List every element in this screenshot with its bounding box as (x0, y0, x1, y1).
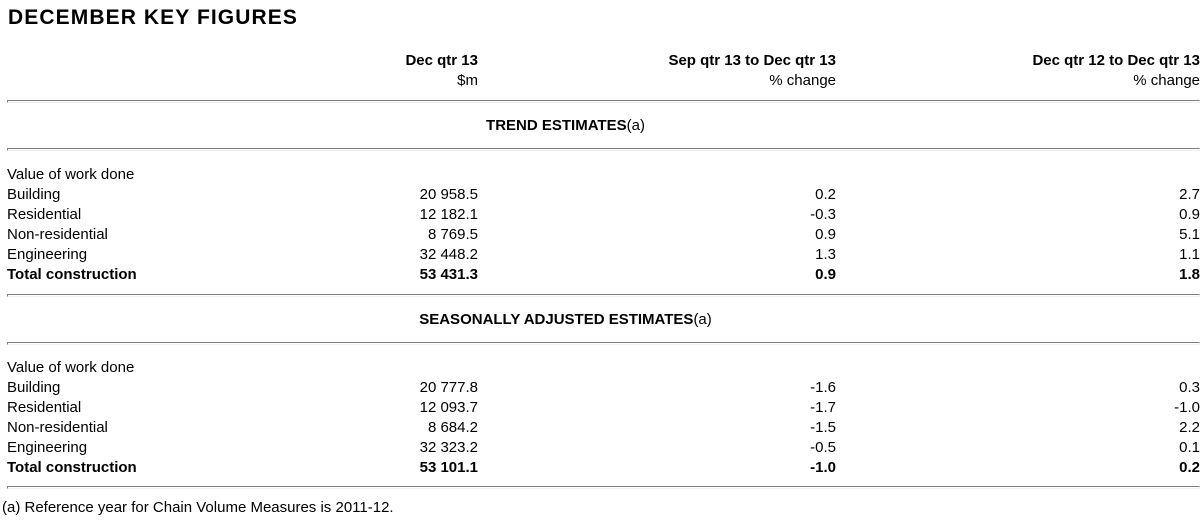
column-headers: Dec qtr 13 Sep qtr 13 to Dec qtr 13 Dec … (7, 51, 1200, 91)
group-label: Value of work done (7, 166, 135, 183)
value-cell-year-change: 5.1 (1179, 226, 1200, 243)
row-label: Non-residential (7, 419, 108, 436)
value-cell-dollars: 20 958.5 (419, 186, 478, 203)
section-heading-text: TREND ESTIMATES (486, 117, 627, 134)
group-label-row: Value of work done (7, 165, 1200, 185)
row-label: Total construction (7, 266, 137, 283)
group-label-row: Value of work done (7, 358, 1200, 378)
section-heading-footnote-marker: (a) (626, 117, 645, 134)
value-cell-dollars: 8 684.2 (427, 419, 478, 436)
row-label: Total construction (7, 459, 137, 476)
value-cell-qtr-change: -1.0 (810, 459, 836, 476)
value-cell-year-change: 2.2 (1179, 419, 1200, 436)
value-cell-qtr-change: -1.5 (810, 419, 836, 436)
row-label: Engineering (7, 246, 88, 263)
table-row-engineering: Engineering 32 323.2 -0.5 0.1 (7, 438, 1200, 458)
value-cell-qtr-change: -1.7 (810, 399, 836, 416)
value-cell-dollars: 12 093.7 (419, 399, 478, 416)
col-unit-pct-change-yr: % change (1133, 72, 1200, 89)
horizontal-rule (7, 294, 1200, 297)
value-cell-dollars: 20 777.8 (419, 379, 478, 396)
value-cell-dollars: 8 769.5 (427, 226, 478, 243)
value-cell-dollars: 12 182.1 (419, 206, 478, 223)
col-period-dec-qtr-13: Dec qtr 13 (405, 52, 478, 69)
value-cell-year-change: 2.7 (1179, 186, 1200, 203)
table-row-engineering: Engineering 32 448.2 1.3 1.1 (7, 245, 1200, 265)
value-cell-qtr-change: -1.6 (810, 379, 836, 396)
col-unit-pct-change-qtr: % change (769, 72, 836, 89)
trend-estimates-table: Value of work done Building 20 958.5 0.2… (7, 165, 1200, 285)
value-cell-year-change: 0.2 (1179, 459, 1200, 476)
table-row-total-construction: Total construction 53 101.1 -1.0 0.2 (7, 458, 1200, 478)
page-title: DECEMBER KEY FIGURES (8, 6, 298, 29)
table-row-residential: Residential 12 093.7 -1.7 -1.0 (7, 398, 1200, 418)
value-cell-year-change: -1.0 (1174, 399, 1200, 416)
value-cell-dollars: 32 323.2 (419, 439, 478, 456)
row-label: Engineering (7, 439, 88, 456)
table-row-residential: Residential 12 182.1 -0.3 0.9 (7, 205, 1200, 225)
col-period-dec-to-dec: Dec qtr 12 to Dec qtr 13 (1032, 52, 1200, 69)
value-cell-qtr-change: 1.3 (815, 246, 836, 263)
row-label: Non-residential (7, 226, 108, 243)
period-header-row: Dec qtr 13 Sep qtr 13 to Dec qtr 13 Dec … (7, 51, 1200, 71)
table-row-non-residential: Non-residential 8 684.2 -1.5 2.2 (7, 418, 1200, 438)
value-cell-year-change: 1.8 (1179, 266, 1200, 283)
value-cell-year-change: 1.1 (1179, 246, 1200, 263)
table-row-building: Building 20 958.5 0.2 2.7 (7, 185, 1200, 205)
col-period-sep-to-dec: Sep qtr 13 to Dec qtr 13 (668, 52, 836, 69)
value-cell-qtr-change: 0.9 (815, 266, 836, 283)
table-row-non-residential: Non-residential 8 769.5 0.9 5.1 (7, 225, 1200, 245)
row-label: Residential (7, 399, 82, 416)
value-cell-qtr-change: -0.5 (810, 439, 836, 456)
value-cell-qtr-change: 0.9 (815, 226, 836, 243)
section-heading-trend: TREND ESTIMATES (a) (7, 103, 1200, 148)
value-cell-qtr-change: 0.2 (815, 186, 836, 203)
horizontal-rule (7, 342, 1200, 345)
unit-header-row: $m % change % change (7, 71, 1200, 91)
value-cell-dollars: 53 101.1 (419, 459, 478, 476)
row-label: Residential (7, 206, 82, 223)
value-cell-qtr-change: -0.3 (810, 206, 836, 223)
value-cell-dollars: 53 431.3 (419, 266, 478, 283)
value-cell-year-change: 0.1 (1179, 439, 1200, 456)
group-label: Value of work done (7, 359, 135, 376)
table-row-total-construction: Total construction 53 431.3 0.9 1.8 (7, 265, 1200, 285)
section-heading-text: SEASONALLY ADJUSTED ESTIMATES (419, 311, 694, 328)
section-heading-footnote-marker: (a) (693, 311, 712, 328)
table-row-building: Building 20 777.8 -1.6 0.3 (7, 378, 1200, 398)
row-label: Building (7, 186, 61, 203)
horizontal-rule (7, 148, 1200, 151)
row-label: Building (7, 379, 61, 396)
footnote: (a) Reference year for Chain Volume Meas… (2, 499, 394, 516)
value-cell-year-change: 0.3 (1179, 379, 1200, 396)
horizontal-rule (7, 100, 1200, 103)
value-cell-year-change: 0.9 (1179, 206, 1200, 223)
seasonally-adjusted-table: Value of work done Building 20 777.8 -1.… (7, 358, 1200, 478)
section-heading-seasonally-adjusted: SEASONALLY ADJUSTED ESTIMATES (a) (7, 297, 1200, 342)
horizontal-rule (7, 486, 1200, 489)
value-cell-dollars: 32 448.2 (419, 246, 478, 263)
col-unit-dollars-m: $m (457, 72, 478, 89)
